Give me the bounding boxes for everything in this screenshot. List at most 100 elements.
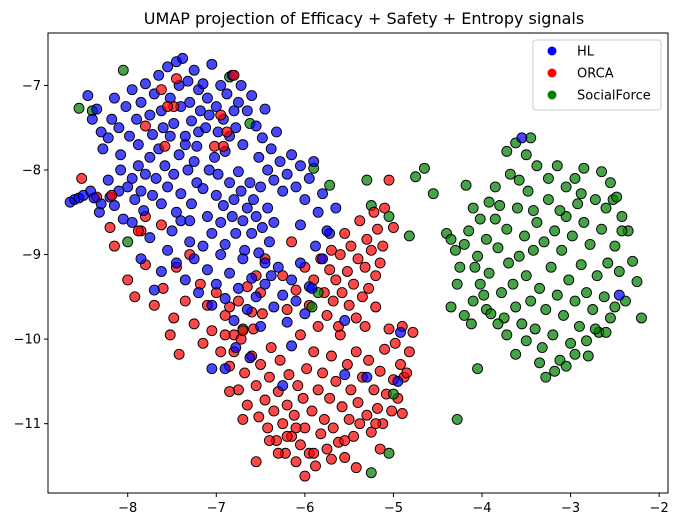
data-point-orca [215, 109, 227, 121]
data-point-hl [194, 105, 206, 117]
legend: HL ORCA SocialForce [532, 39, 662, 111]
data-point-socialforce [556, 244, 568, 256]
legend-marker-orca [547, 68, 557, 78]
data-point-socialforce [542, 172, 554, 184]
data-point-orca [301, 363, 313, 375]
x-tick-label: −3 [561, 501, 580, 516]
data-point-hl [274, 156, 286, 167]
data-point-hl [155, 266, 167, 277]
data-point-hl [272, 261, 284, 273]
data-point-hl [248, 194, 259, 206]
data-point-hl [184, 236, 196, 248]
data-point-orca [157, 282, 169, 294]
data-point-hl [113, 122, 125, 134]
data-point-orca [108, 240, 120, 252]
data-point-socialforce [531, 160, 543, 172]
data-point-orca [294, 439, 306, 451]
data-point-orca [339, 227, 351, 239]
data-point-hl [235, 79, 247, 91]
data-point-socialforce [454, 261, 466, 273]
data-point-orca [374, 365, 386, 377]
data-point-hl [148, 284, 160, 296]
data-point-orca [139, 120, 151, 132]
data-point-hl [206, 299, 218, 311]
data-point-orca [324, 392, 336, 404]
data-point-hl [294, 219, 306, 231]
data-point-hl [201, 92, 213, 104]
data-point-socialforce [569, 348, 581, 360]
data-point-hl [219, 363, 231, 375]
data-point-socialforce [560, 360, 572, 372]
data-point-hl [182, 75, 194, 87]
data-point-socialforce [489, 181, 501, 193]
data-point-hl [139, 168, 151, 180]
data-point-orca [237, 325, 249, 337]
data-point-orca [365, 426, 377, 438]
data-point-orca [239, 367, 251, 379]
data-point-hl [317, 253, 329, 265]
data-point-socialforce [465, 318, 477, 330]
data-point-hl [175, 188, 187, 200]
axes-frame [47, 32, 669, 494]
data-point-socialforce [527, 205, 539, 217]
data-point-hl [108, 200, 120, 211]
data-point-hl [339, 369, 351, 381]
data-point-hl [131, 113, 143, 125]
data-point-hl [246, 227, 258, 239]
y-tick-label: −10 [14, 333, 41, 348]
data-point-socialforce [383, 447, 395, 459]
data-point-hl [210, 189, 222, 201]
data-point-socialforce [510, 348, 522, 360]
data-point-orca [132, 225, 144, 237]
data-point-hl [237, 139, 249, 151]
data-point-hl [147, 129, 158, 140]
data-point-hl [115, 164, 127, 176]
data-point-socialforce [501, 145, 513, 157]
data-point-hl [259, 278, 271, 290]
data-point-hl [228, 194, 240, 206]
data-point-hl [166, 225, 178, 237]
data-point-hl [262, 164, 274, 176]
data-point-orca [159, 140, 171, 152]
data-point-hl [179, 274, 191, 286]
data-point-orca [325, 453, 337, 465]
data-point-orca [372, 223, 383, 235]
data-point-socialforce [596, 223, 608, 235]
data-point-socialforce [445, 301, 457, 313]
data-point-orca [164, 329, 176, 341]
data-point-socialforce [467, 295, 479, 307]
data-point-orca [217, 140, 229, 152]
data-point-orca [389, 337, 401, 349]
data-point-socialforce [365, 467, 377, 479]
data-point-socialforce [324, 179, 336, 191]
data-point-orca [155, 84, 167, 96]
data-point-socialforce [458, 309, 470, 321]
data-point-socialforce [483, 196, 495, 208]
legend-label-hl: HL [577, 45, 595, 60]
data-point-socialforce [501, 329, 513, 341]
data-point-orca [321, 309, 333, 321]
data-point-orca [306, 405, 318, 417]
data-point-orca [281, 399, 293, 411]
x-tick-label: −4 [472, 501, 491, 516]
data-point-socialforce [631, 276, 643, 288]
data-point-hl [268, 301, 280, 313]
data-point-orca [290, 456, 302, 468]
data-point-orca [317, 367, 329, 379]
data-point-hl [203, 164, 215, 176]
data-point-socialforce [587, 304, 599, 315]
data-point-hl [230, 342, 242, 354]
points-layer [64, 52, 647, 482]
data-point-orca [277, 270, 289, 282]
data-point-socialforce [581, 335, 592, 347]
y-tick-label: −7 [22, 79, 41, 94]
data-point-socialforce [549, 225, 561, 237]
data-point-orca [263, 371, 275, 383]
x-axis: −8 −7 −6 −5 −4 −3 −2 [118, 493, 669, 516]
data-point-orca [343, 413, 355, 425]
x-tick-label: −2 [650, 501, 669, 516]
data-point-socialforce [575, 259, 587, 271]
data-point-hl [244, 177, 256, 189]
data-point-hl [201, 264, 213, 276]
